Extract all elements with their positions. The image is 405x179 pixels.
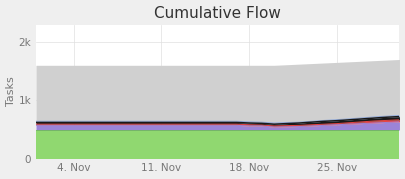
Title: Cumulative Flow: Cumulative Flow [154, 6, 281, 21]
Y-axis label: Tasks: Tasks [6, 77, 15, 107]
